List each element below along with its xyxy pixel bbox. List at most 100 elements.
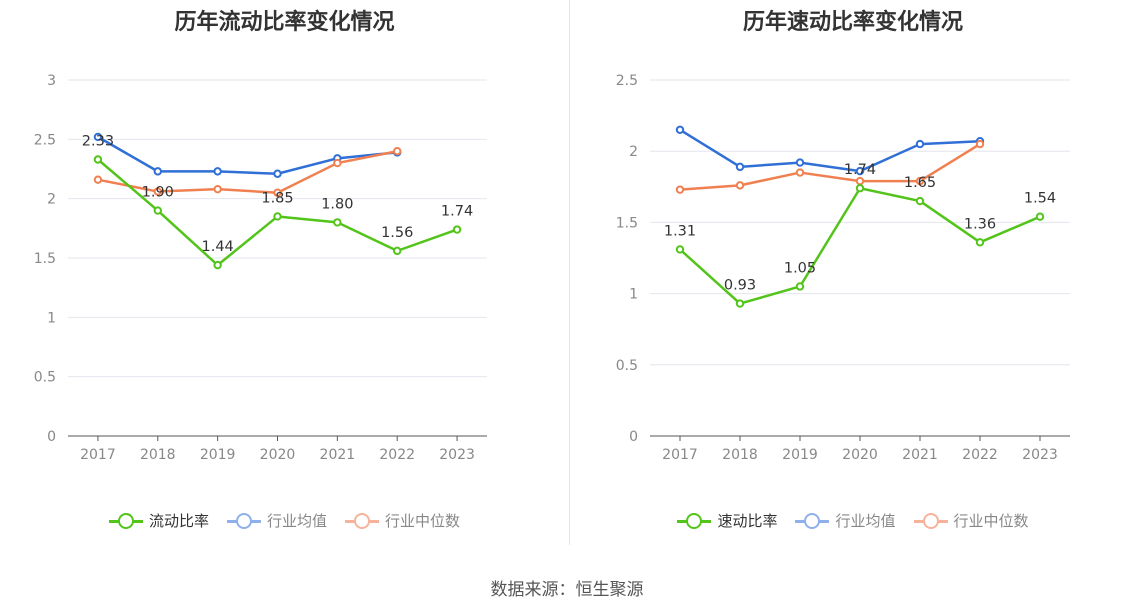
- series-point-2: [795, 168, 805, 177]
- x-tick-label: 2020: [842, 447, 878, 463]
- series-point-0: [915, 196, 925, 206]
- y-tick-label: 1: [629, 287, 638, 303]
- x-tick-label: 2023: [1022, 447, 1058, 463]
- series-line-1: [97, 135, 398, 175]
- current-ratio-panel: 历年流动比率变化情况 0 0.5 1 1.5 2 2.5 3 2017 2018 2019 2020…: [0, 0, 569, 560]
- series-point-0: [393, 246, 402, 256]
- data-label: 1.74: [441, 204, 473, 220]
- data-label: 1.05: [784, 260, 816, 276]
- series-point-0: [213, 260, 222, 270]
- chart-legend: 流动比率 行业均值 行业中位数: [0, 510, 569, 531]
- y-tick-label: 2.5: [616, 73, 638, 89]
- x-tick-label: 2017: [662, 447, 698, 463]
- y-tick-label: 1.5: [34, 251, 56, 267]
- x-tick-label: 2021: [902, 447, 938, 463]
- series-point-1: [915, 139, 925, 149]
- data-source-label: 数据来源：恒生聚源: [490, 580, 644, 600]
- data-label: 1.56: [381, 225, 413, 241]
- series-line-2: [679, 143, 981, 191]
- data-label: 1.85: [261, 190, 293, 206]
- series-point-0: [1035, 212, 1045, 221]
- x-tick-label: 2017: [80, 447, 116, 463]
- data-label: 1.36: [964, 216, 996, 232]
- data-label: 1.90: [142, 185, 174, 201]
- x-tick-label: 2019: [200, 447, 236, 463]
- x-tick-label: 2018: [722, 447, 758, 463]
- chart-title: 历年流动比率变化情况: [174, 10, 395, 35]
- legend-item[interactable]: 行业中位数: [345, 510, 460, 531]
- y-tick-label: 0.5: [616, 358, 638, 374]
- series-point-2: [273, 188, 282, 197]
- y-tick-label: 3: [47, 73, 56, 89]
- x-tick-label: 2022: [962, 447, 998, 463]
- series-point-1: [153, 167, 162, 176]
- legend-label: 行业均值: [266, 512, 327, 530]
- y-tick-label: 1.5: [616, 215, 638, 231]
- series-point-2: [393, 147, 402, 156]
- series-line-2: [97, 149, 398, 194]
- series-point-1: [93, 132, 103, 142]
- legend-item[interactable]: 行业均值: [226, 510, 327, 531]
- chart-legend: 速动比率 行业均值 行业中位数: [572, 510, 1134, 531]
- legend-item[interactable]: 速动比率: [677, 510, 777, 531]
- series-point-2: [675, 185, 685, 194]
- series-point-1: [273, 169, 282, 178]
- current-ratio-chart: 0 0.5 1 1.5 2 2.5 3 2017 2018 2019 2020 2021 2022 202…: [34, 73, 487, 463]
- x-tick-label: 2021: [320, 447, 356, 463]
- legend-label: 行业均值: [835, 512, 896, 530]
- series-point-2: [915, 176, 925, 186]
- y-tick-label: 2: [47, 192, 56, 208]
- legend-marker-icon: [345, 511, 379, 531]
- y-tick-label: 0.5: [34, 370, 56, 386]
- data-label: 1.44: [201, 239, 233, 255]
- quick-ratio-panel: 历年速动比率变化情况 0 0.5 1 1.5 2 2.5 2017 2018 2019 2020 2…: [572, 0, 1134, 560]
- series-point-1: [795, 158, 805, 167]
- series-point-2: [735, 181, 745, 190]
- legend-marker-icon: [795, 511, 830, 531]
- series-point-0: [333, 218, 342, 227]
- x-tick-label: 2020: [260, 447, 296, 463]
- data-label: 1.65: [904, 175, 936, 191]
- series-point-1: [213, 167, 222, 176]
- series-point-0: [735, 299, 745, 308]
- series-point-1: [855, 166, 865, 176]
- legend-item[interactable]: 行业均值: [795, 510, 896, 531]
- series-point-0: [675, 245, 685, 254]
- legend-label: 流动比率: [148, 512, 209, 530]
- data-label: 1.31: [664, 223, 696, 239]
- data-label: 2.33: [82, 134, 114, 150]
- legend-marker-icon: [108, 511, 143, 531]
- y-tick-label: 1: [47, 310, 56, 326]
- legend-item[interactable]: 行业中位数: [913, 510, 1029, 531]
- x-tick-label: 2022: [379, 447, 415, 463]
- legend-label: 行业中位数: [385, 512, 461, 530]
- series-point-1: [675, 125, 685, 135]
- series-point-0: [452, 225, 462, 234]
- legend-item[interactable]: 流动比率: [108, 510, 209, 531]
- series-point-0: [93, 155, 103, 164]
- data-label: 1.54: [1024, 191, 1056, 207]
- legend-label: 速动比率: [717, 512, 778, 530]
- legend-marker-icon: [913, 511, 948, 531]
- series-point-0: [795, 282, 805, 291]
- series-point-1: [735, 162, 745, 172]
- series-point-2: [213, 184, 222, 194]
- x-tick-label: 2023: [439, 447, 475, 463]
- series-point-0: [273, 212, 282, 221]
- data-label: 1.80: [321, 196, 353, 212]
- data-label: 0.93: [724, 278, 756, 294]
- y-tick-label: 0: [629, 429, 638, 445]
- series-point-2: [333, 158, 342, 168]
- data-label: 1.74: [844, 162, 876, 178]
- legend-marker-icon: [677, 511, 712, 531]
- legend-label: 行业中位数: [953, 512, 1029, 530]
- series-point-0: [855, 184, 865, 193]
- series-point-0: [975, 238, 985, 247]
- series-line-1: [679, 128, 981, 173]
- y-tick-label: 0: [47, 429, 56, 445]
- legend-marker-icon: [226, 511, 261, 531]
- series-point-2: [153, 187, 162, 196]
- series-point-2: [855, 176, 865, 186]
- panel-divider: [569, 0, 570, 545]
- x-tick-label: 2019: [782, 447, 818, 463]
